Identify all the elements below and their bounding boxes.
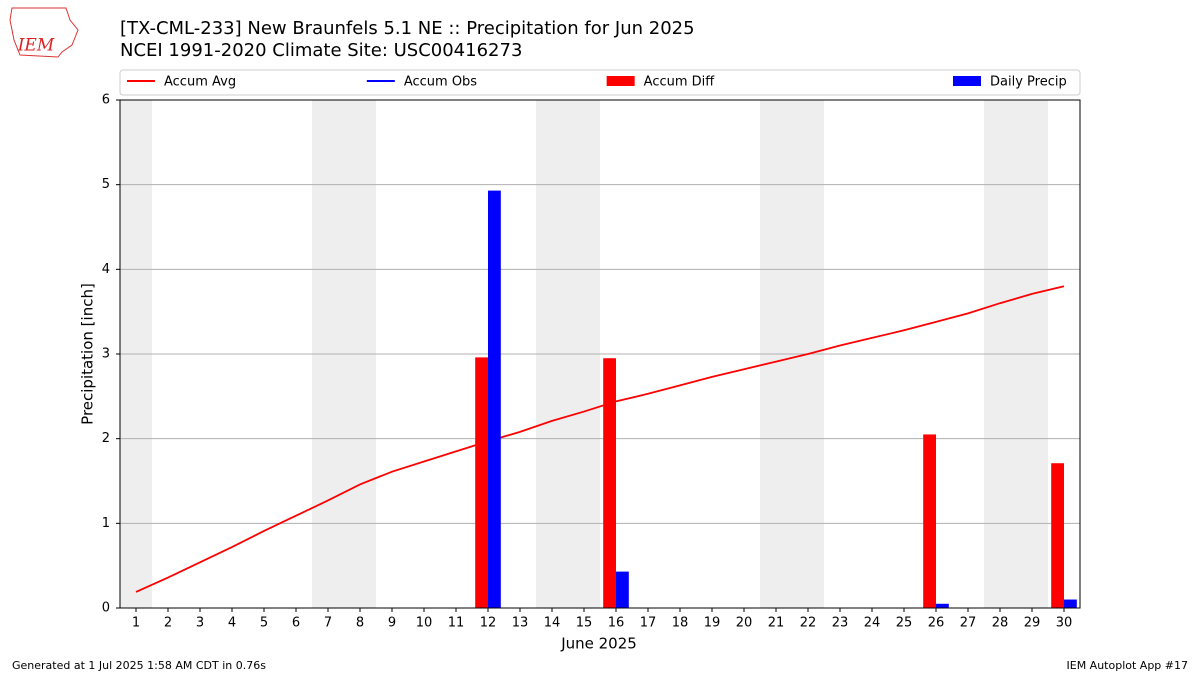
- x-tick-label: 5: [260, 616, 268, 631]
- x-tick-label: 12: [480, 616, 497, 631]
- x-tick-label: 28: [992, 616, 1009, 631]
- legend-label: Accum Obs: [404, 75, 477, 90]
- legend-label: Daily Precip: [990, 75, 1067, 90]
- logo-text: IEM: [17, 36, 55, 56]
- bar: [475, 357, 488, 608]
- y-axis-label: Precipitation [inch]: [79, 283, 97, 425]
- x-tick-label: 8: [356, 616, 364, 631]
- y-tick-label: 0: [102, 601, 110, 616]
- x-tick-label: 20: [736, 616, 753, 631]
- x-tick-label: 3: [196, 616, 204, 631]
- x-tick-label: 1: [132, 616, 140, 631]
- y-tick-label: 6: [102, 93, 110, 108]
- chart-subtitle: NCEI 1991-2020 Climate Site: USC00416273: [120, 40, 522, 61]
- x-tick-label: 29: [1024, 616, 1041, 631]
- x-axis-label: June 2025: [560, 635, 637, 653]
- y-tick-label: 2: [102, 431, 110, 446]
- x-tick-label: 4: [228, 616, 236, 631]
- footer-left: Generated at 1 Jul 2025 1:58 AM CDT in 0…: [12, 659, 266, 672]
- x-tick-label: 18: [672, 616, 689, 631]
- bar: [936, 603, 949, 608]
- x-tick-label: 15: [576, 616, 593, 631]
- x-tick-label: 21: [768, 616, 785, 631]
- y-tick-label: 3: [102, 347, 110, 362]
- x-tick-label: 26: [928, 616, 945, 631]
- legend-swatch: [606, 76, 635, 86]
- x-tick-label: 6: [292, 616, 300, 631]
- logo: IEM: [9, 7, 79, 58]
- legend-box: [119, 69, 1081, 96]
- x-tick-label: 10: [416, 616, 433, 631]
- x-tick-label: 30: [1056, 616, 1073, 631]
- legend-label: Accum Diff: [644, 75, 716, 90]
- bar: [488, 190, 501, 609]
- x-tick-label: 27: [960, 616, 977, 631]
- x-tick-label: 17: [640, 616, 657, 631]
- y-tick-label: 1: [102, 516, 110, 531]
- bar: [1064, 599, 1077, 608]
- bar: [616, 571, 629, 608]
- legend-swatch: [953, 76, 981, 86]
- x-tick-label: 11: [448, 616, 465, 631]
- x-tick-label: 16: [608, 616, 625, 631]
- bar: [1051, 463, 1064, 608]
- x-tick-label: 24: [864, 616, 881, 631]
- chart-title: [TX-CML-233] New Braunfels 5.1 NE :: Pre…: [120, 18, 695, 39]
- x-tick-label: 14: [544, 616, 561, 631]
- logo-shape: [9, 7, 79, 58]
- footer-right: IEM Autoplot App #17: [1067, 659, 1189, 672]
- plot-frame: [119, 99, 1081, 609]
- x-tick-label: 25: [896, 616, 913, 631]
- x-tick-label: 2: [164, 616, 172, 631]
- y-tick-label: 5: [102, 177, 110, 192]
- x-tick-label: 13: [512, 616, 529, 631]
- x-tick-label: 23: [832, 616, 849, 631]
- legend-label: Accum Avg: [164, 75, 236, 90]
- x-tick-label: 7: [324, 616, 332, 631]
- x-tick-label: 9: [388, 616, 396, 631]
- x-tick-label: 22: [800, 616, 817, 631]
- y-tick-label: 4: [102, 262, 110, 277]
- x-tick-label: 19: [704, 616, 721, 631]
- bar: [923, 434, 936, 608]
- line: [135, 285, 1065, 593]
- bar: [603, 358, 616, 608]
